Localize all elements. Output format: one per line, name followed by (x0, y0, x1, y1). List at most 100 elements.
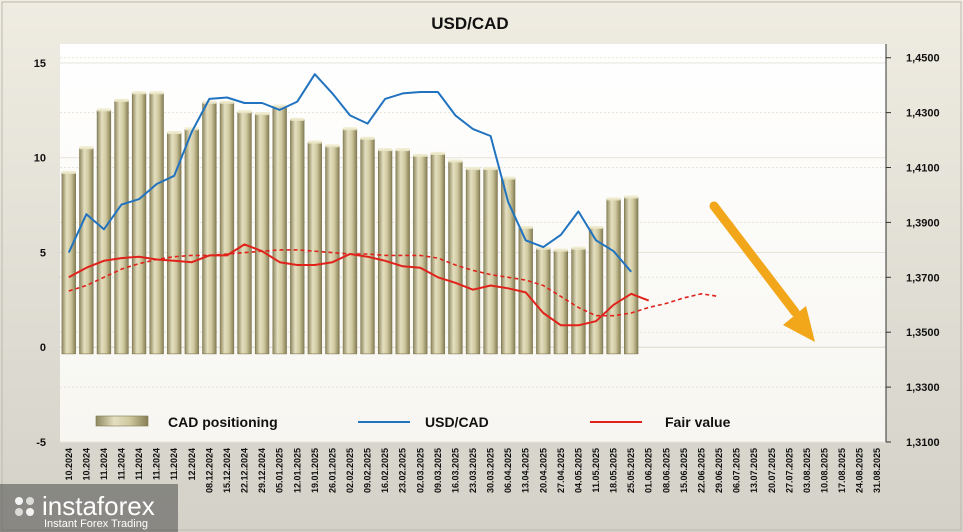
x-tick-label: 09.02.2025 (363, 448, 373, 493)
bar (254, 113, 270, 355)
forecast-arrow-shaft (709, 201, 800, 317)
legend-swatch (95, 415, 149, 427)
x-tick-label: 05.01.2025 (275, 448, 285, 493)
y-tick-label: 0 (40, 342, 46, 354)
x-tick-label: 06.07.2025 (732, 448, 742, 493)
y2-tick-label: 1,3100 (906, 437, 940, 449)
x-tick-label: 24.08.2025 (855, 448, 865, 493)
bar-cap (536, 246, 551, 250)
x-tick-label: 11.2024 (99, 448, 109, 480)
y-tick-label: 5 (40, 247, 46, 259)
x-tick-label: 22.06.2025 (696, 448, 706, 493)
bar (237, 111, 252, 355)
y-tick-label: -5 (36, 437, 46, 449)
y2-tick-label: 1,4300 (906, 108, 940, 120)
brand-logo-tagline: Instant Forex Trading (44, 518, 148, 530)
bar (61, 172, 76, 355)
x-tick-label: 18.05.2025 (609, 448, 619, 493)
bar-cap (360, 136, 375, 140)
chart-title: USD/CAD (431, 14, 508, 33)
bar-cap (149, 91, 164, 95)
bar-cap (184, 127, 199, 131)
x-tick-label: 08.12.2024 (204, 448, 214, 493)
bar-cap (571, 246, 586, 250)
bar (624, 197, 639, 355)
x-tick-label: 10.08.2025 (819, 448, 829, 493)
x-tick-label: 09.03.2025 (433, 448, 443, 493)
x-tick-label: 12.01.2025 (292, 448, 302, 493)
bar-cap (448, 159, 463, 163)
x-tick-label: 08.06.2025 (661, 448, 671, 493)
series-line (67, 73, 632, 273)
bar-cap (79, 146, 94, 150)
bar (202, 102, 217, 355)
legend-layer: CAD positioning USD/CAD Fair value (95, 414, 731, 430)
x-tick-label: 17.08.2025 (837, 448, 847, 493)
brand-logo: instaforex Instant Forex Trading (0, 484, 178, 532)
bar (79, 147, 94, 355)
bar (96, 110, 112, 355)
bar-cap (343, 127, 357, 131)
y-tick-label: 10 (34, 153, 46, 165)
bar-cap (606, 197, 621, 201)
y2-tick-label: 1,3900 (906, 217, 940, 229)
bar (219, 102, 235, 355)
x-tick-label: 16.03.2025 (450, 448, 460, 493)
axis-layer: -5 0 5 10 15 1,3100 1,3300 1,3500 1,3700 1,3900 1,… (34, 44, 940, 493)
x-tick-label: 02.03.2025 (415, 448, 425, 493)
bar (377, 149, 393, 355)
bar (536, 248, 551, 355)
bar (465, 168, 481, 355)
bar-cap (167, 131, 182, 135)
bars-layer (61, 91, 639, 355)
bar-cap (589, 225, 603, 229)
bar-cap (202, 100, 217, 104)
x-tick-label: 11.05.2025 (591, 448, 601, 493)
x-tick-label: 10.2024 (64, 448, 74, 481)
bar-cap (272, 104, 287, 108)
x-tick-label: 15.12.2024 (222, 448, 232, 493)
bar-cap (501, 176, 516, 180)
bar-cap (325, 144, 340, 148)
x-tick-label: 25.05.2025 (626, 448, 636, 493)
bar-cap (61, 170, 76, 174)
bar-cap (290, 117, 305, 121)
bar-cap (466, 167, 480, 171)
x-tick-label: 15.06.2025 (679, 448, 689, 493)
bar (430, 153, 446, 355)
x-tick-label: 03.08.2025 (802, 448, 812, 493)
x-tick-label: 29.06.2025 (714, 448, 724, 493)
bar (588, 227, 604, 355)
y2-tick-label: 1,3700 (906, 272, 940, 284)
bar-cap (220, 100, 234, 104)
bar (553, 250, 569, 355)
x-tick-label: 27.04.2025 (556, 448, 566, 493)
bar (114, 100, 129, 355)
x-tick-label: 01.06.2025 (644, 448, 654, 493)
legend-label: USD/CAD (425, 414, 489, 430)
bar-cap (554, 248, 568, 252)
bar-cap (518, 225, 533, 229)
bar (325, 146, 340, 355)
brand-logo-name: instaforex (42, 491, 155, 521)
forecast-arrow (709, 201, 815, 342)
x-tick-label: 22.12.2024 (240, 448, 250, 493)
bar (500, 178, 516, 355)
bar-cap (97, 108, 111, 112)
legend-label: Fair value (665, 414, 731, 430)
bar (571, 248, 586, 355)
x-tick-label: 13.04.2025 (521, 448, 531, 493)
x-tick-label: 11.2024 (117, 448, 127, 480)
bar-cap (413, 153, 428, 157)
y-tick-label: 15 (34, 58, 46, 70)
x-tick-label: 30.03.2025 (486, 448, 496, 493)
bar (131, 92, 147, 355)
bar (342, 128, 358, 355)
bar (395, 149, 410, 355)
bar-cap (483, 167, 498, 171)
bar-cap (624, 195, 639, 199)
series-line (68, 249, 720, 317)
legend-label: CAD positioning (168, 414, 278, 430)
